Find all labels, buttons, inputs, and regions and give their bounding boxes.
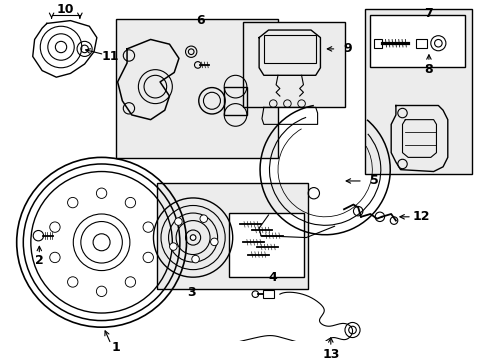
Text: 3: 3 <box>186 286 195 299</box>
Circle shape <box>96 286 106 297</box>
Bar <box>263 291 274 298</box>
Bar <box>264 35 315 63</box>
Circle shape <box>125 277 135 287</box>
Bar <box>415 39 426 48</box>
Circle shape <box>191 255 199 263</box>
Text: 7: 7 <box>424 6 432 19</box>
Circle shape <box>169 243 177 250</box>
Circle shape <box>200 215 207 222</box>
Bar <box>157 183 307 288</box>
Bar <box>243 22 344 107</box>
Bar <box>370 15 464 67</box>
Text: 5: 5 <box>369 175 378 188</box>
Bar <box>364 9 471 174</box>
Circle shape <box>143 252 153 263</box>
Circle shape <box>50 222 60 232</box>
Circle shape <box>93 234 110 251</box>
Text: 4: 4 <box>268 271 277 284</box>
Text: 12: 12 <box>412 210 429 223</box>
Circle shape <box>190 235 196 240</box>
Circle shape <box>50 252 60 263</box>
Text: 9: 9 <box>343 42 351 55</box>
Text: 8: 8 <box>424 63 432 76</box>
Circle shape <box>210 238 218 246</box>
Bar <box>228 213 304 277</box>
Bar <box>373 39 381 48</box>
Circle shape <box>55 41 66 53</box>
Bar <box>224 87 246 115</box>
Text: 1: 1 <box>111 341 120 355</box>
Circle shape <box>67 197 78 208</box>
Text: 2: 2 <box>35 254 43 267</box>
Bar <box>116 19 277 158</box>
Text: 6: 6 <box>196 14 204 27</box>
Text: 11: 11 <box>101 50 119 63</box>
Circle shape <box>67 277 78 287</box>
Circle shape <box>143 222 153 232</box>
Circle shape <box>125 197 135 208</box>
Text: 10: 10 <box>57 3 74 16</box>
Text: 13: 13 <box>322 348 339 360</box>
Circle shape <box>174 218 182 225</box>
Circle shape <box>96 188 106 198</box>
